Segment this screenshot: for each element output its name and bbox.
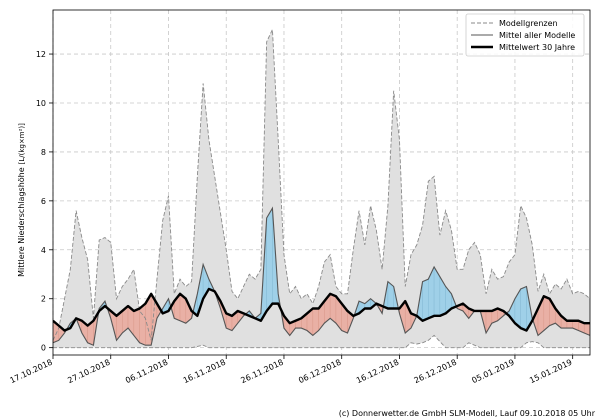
legend: Modellgrenzen Mittel aller Modelle Mittelw…: [465, 13, 585, 57]
y-axis-label: Mittlere Niederschlagshöhe [L/(kg×m²)]: [17, 123, 26, 277]
y-tick-label: 12: [36, 50, 46, 59]
y-tick-label: 2: [41, 295, 46, 304]
legend-label: Mittel aller Modelle: [499, 31, 575, 40]
x-axis: 17.10.2018 27.10.2018 06.11.2018 16.11.2018…: [9, 355, 574, 385]
plot-frame: [52, 9, 591, 356]
x-tick-label: 06.11.2018: [124, 358, 169, 386]
y-tick-label: 8: [41, 148, 46, 157]
model-mean-line: [53, 206, 590, 346]
x-tick-label: 16.11.2018: [182, 358, 227, 386]
y-tick-label: 10: [36, 99, 46, 108]
x-tick-label: 06.12.2018: [297, 358, 342, 386]
above-normal-area: [422, 278, 429, 322]
x-tick-label: 15.01.2019: [528, 358, 573, 386]
y-tick-label: 6: [41, 197, 46, 206]
data-lines: [53, 29, 590, 349]
x-tick-label: 26.11.2018: [239, 358, 284, 386]
x-tick-label: 16.12.2018: [355, 358, 400, 386]
y-axis-label-unit: [L/(kg×m²)]: [18, 123, 26, 164]
y-axis-label-main: Mittlere Niederschlagshöhe: [17, 167, 26, 277]
x-tick-label: 26.12.2018: [413, 358, 458, 386]
model-range-band: [53, 29, 590, 348]
above-normal-area: [266, 207, 273, 312]
below-normal-area: [543, 295, 550, 331]
y-tick-label: 4: [41, 246, 46, 255]
x-tick-label: 05.01.2019: [470, 358, 515, 386]
below-normal-area: [139, 303, 146, 346]
legend-box: [465, 13, 585, 57]
model-upper-line: [53, 29, 590, 341]
y-axis: 0 2 4 6 8 10 12: [36, 50, 53, 353]
climate-mean-line: [53, 287, 590, 332]
x-tick-label: 17.10.2018: [9, 358, 54, 386]
legend-label: Modellgrenzen: [499, 19, 558, 28]
x-tick-label: 27.10.2018: [66, 358, 111, 386]
y-tick-label: 0: [41, 344, 46, 353]
above-normal-area: [520, 286, 527, 331]
legend-label: Mittelwert 30 Jahre: [499, 43, 575, 52]
footer-credit: (c) Donnerwetter.de GmbH SLM-Modell, Lau…: [339, 409, 596, 418]
